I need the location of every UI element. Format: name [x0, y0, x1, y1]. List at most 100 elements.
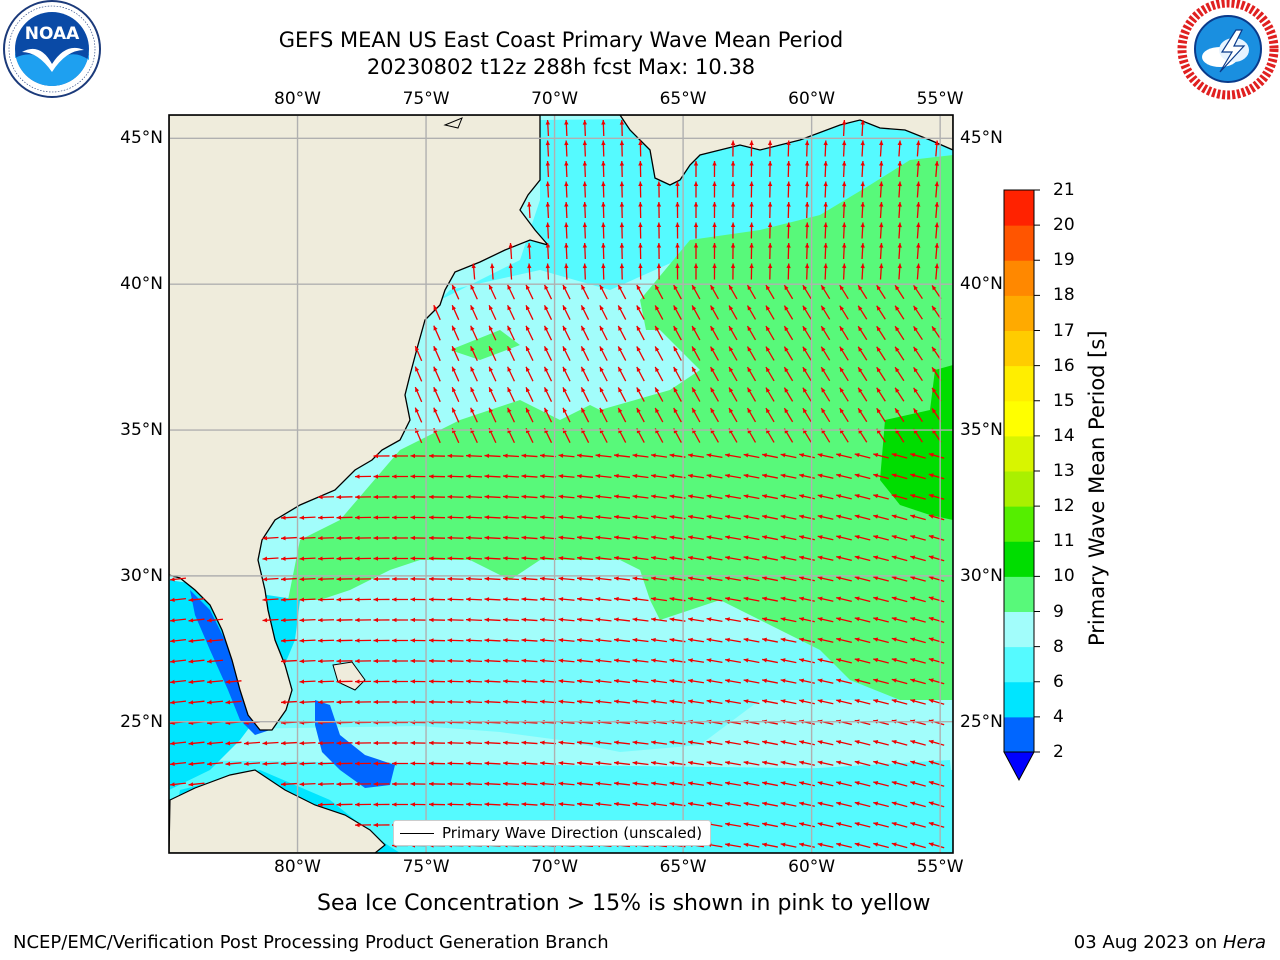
wave-arrow-head [262, 536, 268, 541]
wave-arrow-head [410, 474, 416, 479]
wave-arrow-head [891, 801, 897, 806]
wave-arrow-head [484, 453, 490, 458]
wave-arrow-head [581, 366, 586, 372]
wave-arrow-head [743, 555, 749, 560]
wave-arrow-head [521, 638, 527, 643]
wave-arrow-head [489, 325, 494, 331]
wave-arrow-head [802, 387, 808, 393]
wave-arrow-head [804, 222, 810, 228]
wave-arrow-head [632, 535, 638, 540]
wave-arrow-head [599, 366, 604, 372]
wave-arrow-head [854, 658, 860, 663]
wave-arrow-head [466, 474, 471, 479]
wave-arrow-head [743, 596, 749, 601]
wave-arrow-head [688, 801, 693, 807]
wave-arrow-head [799, 658, 805, 663]
wave-arrow-head [392, 494, 397, 500]
wave-arrow-head [799, 617, 805, 622]
wave-arrow-head [730, 202, 736, 207]
wave-arrow-head [466, 658, 471, 664]
wave-arrow-head [638, 243, 643, 248]
wave-arrow-head [447, 576, 453, 582]
wave-arrow-head [355, 576, 360, 582]
wave-arrow-head [873, 678, 879, 683]
wave-arrow-head [692, 407, 697, 413]
colorbar-segment [1004, 716, 1034, 753]
wave-arrow-head [669, 760, 675, 766]
wave-arrow-head [466, 679, 471, 684]
wave-arrow-head [489, 305, 494, 311]
wave-arrow-head [688, 781, 693, 786]
wave-arrow-head [545, 140, 550, 146]
wave-arrow-head [410, 617, 416, 623]
wave-arrow-head [799, 842, 805, 847]
wave-arrow-head [839, 387, 844, 393]
wave-arrow-head [503, 740, 508, 745]
wave-arrow-head [669, 637, 675, 643]
wave-arrow-head [817, 535, 823, 540]
colorbar-tick-label: 8 [1053, 636, 1064, 657]
wave-arrow-head [749, 181, 754, 187]
wave-arrow-head [934, 181, 939, 187]
wave-arrow-head [484, 576, 490, 581]
wave-arrow-head [823, 140, 828, 146]
wave-arrow-head [780, 637, 786, 642]
wave-arrow-head [725, 801, 730, 807]
wave-arrow-head [262, 741, 268, 746]
wave-arrow-head [860, 120, 865, 125]
band-9-10s-patch [450, 330, 520, 360]
wave-arrow-head [188, 679, 194, 685]
wave-arrow-head [429, 494, 434, 500]
wave-arrow-head [879, 161, 884, 166]
wave-arrow-head [619, 202, 625, 207]
wave-arrow-head [540, 781, 545, 786]
wave-arrow-head [891, 555, 897, 560]
wave-arrow-head [452, 325, 457, 331]
band-2-4s-gulf [190, 590, 270, 735]
wave-arrow-head [599, 346, 604, 352]
wave-arrow-head [895, 305, 900, 311]
wave-arrow-head [651, 781, 656, 786]
wave-arrow-head [876, 408, 881, 414]
wave-arrow-head [895, 367, 900, 373]
wave-arrow-head [710, 285, 715, 291]
wave-arrow-head [564, 140, 569, 146]
wave-arrow-head [170, 597, 175, 603]
wave-arrow-head [429, 781, 434, 787]
wave-arrow-head [562, 366, 567, 372]
wave-arrow-head [336, 494, 342, 500]
wave-arrow-head [743, 801, 749, 806]
wave-arrow-head [692, 325, 697, 331]
colorbar-tick-label: 16 [1053, 355, 1075, 376]
wave-arrow-head [913, 285, 918, 291]
wave-arrow-head [876, 305, 881, 311]
wave-arrow-head [854, 596, 860, 601]
wave-arrow-head [879, 181, 884, 187]
wave-arrow-head [415, 346, 420, 352]
wave-arrow-head [447, 453, 453, 459]
wave-arrow-head [762, 473, 767, 478]
wave-arrow-head [762, 822, 767, 827]
svg-text:NOAA: NOAA [25, 24, 80, 44]
wave-arrow-head [521, 494, 527, 499]
wave-arrow-head [429, 617, 434, 623]
wave-arrow-head [410, 597, 416, 602]
wave-arrow-head [170, 618, 175, 623]
wave-arrow-head [669, 494, 675, 499]
wave-arrow-head [526, 346, 530, 352]
wave-arrow-head [780, 494, 786, 499]
wave-arrow-head [410, 515, 416, 520]
wave-arrow-head [780, 678, 786, 683]
wave-arrow-head [521, 453, 527, 458]
wave-arrow-head [802, 367, 808, 373]
wave-arrow-head [577, 801, 582, 807]
wave-arrow-head [873, 637, 879, 642]
wave-arrow-head [895, 387, 900, 393]
wave-arrow-head [429, 740, 434, 746]
wave-arrow-head [913, 408, 918, 414]
wave-arrow-head [489, 284, 494, 290]
wave-arrow-head [170, 782, 175, 787]
wave-arrow-head [651, 617, 656, 622]
wave-arrow-head [655, 407, 660, 413]
wave-arrow-head [545, 181, 550, 187]
